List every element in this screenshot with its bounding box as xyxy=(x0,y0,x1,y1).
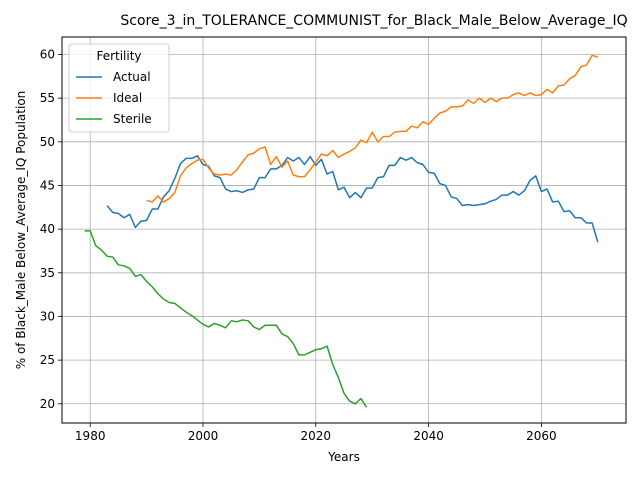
x-axis-ticks: 1980 2000 2020 2040 2060 xyxy=(75,423,557,443)
y-tick-label: 45 xyxy=(40,178,55,192)
series-lines xyxy=(84,54,599,408)
legend-box xyxy=(68,43,170,133)
legend: Fertility Actual Ideal Sterile xyxy=(68,43,170,133)
legend-label-ideal: Ideal xyxy=(113,91,142,105)
y-tick-label: 50 xyxy=(40,135,55,149)
y-axis-label: % of Black_Male Below_Average_IQ Populat… xyxy=(14,91,28,370)
x-tick-label: 2060 xyxy=(526,429,557,443)
x-axis-label: Years xyxy=(327,450,360,464)
legend-title: Fertility xyxy=(96,49,141,63)
series-line-actual xyxy=(106,155,599,243)
y-tick-label: 60 xyxy=(40,47,55,61)
y-tick-label: 55 xyxy=(40,91,55,105)
y-tick-label: 40 xyxy=(40,222,55,236)
x-tick-label: 2000 xyxy=(188,429,219,443)
y-tick-label: 20 xyxy=(40,397,55,411)
legend-label-sterile: Sterile xyxy=(113,112,152,126)
y-tick-label: 30 xyxy=(40,309,55,323)
y-tick-label: 25 xyxy=(40,353,55,367)
plot-area-frame xyxy=(61,36,627,424)
legend-entries: Actual Ideal Sterile xyxy=(76,70,152,126)
series-line-ideal xyxy=(146,54,599,203)
y-axis-ticks: 20 25 30 35 40 45 50 55 60 xyxy=(40,47,62,411)
chart-title: Score_3_in_TOLERANCE_COMMUNIST_for_Black… xyxy=(120,13,627,29)
x-tick-label: 2040 xyxy=(413,429,444,443)
y-tick-label: 35 xyxy=(40,266,55,280)
gridlines xyxy=(62,37,626,423)
x-tick-label: 1980 xyxy=(75,429,106,443)
legend-label-actual: Actual xyxy=(113,70,151,84)
x-tick-label: 2020 xyxy=(301,429,332,443)
series-line-sterile xyxy=(84,230,368,408)
